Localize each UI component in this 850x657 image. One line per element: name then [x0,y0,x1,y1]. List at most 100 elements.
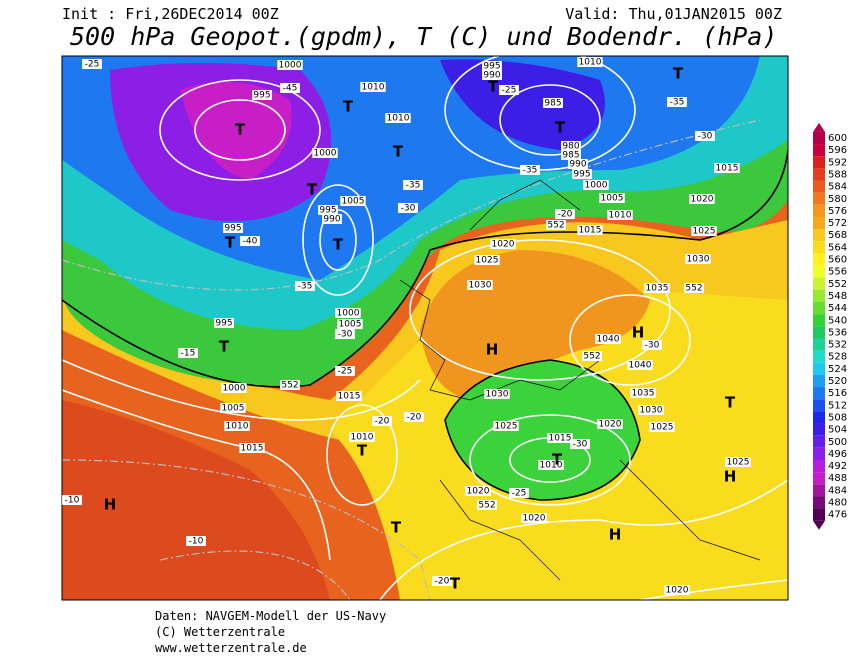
label-box [252,90,272,100]
colorbar-swatch [813,277,825,290]
isobar [499,84,601,156]
colorbar-swatch [813,374,825,388]
isoline-label: 1025 [651,423,674,433]
colorbar-label: 508 [828,412,847,423]
label-box [543,98,563,108]
colorbar-arrow-top [813,122,825,132]
isobar [639,579,788,600]
isoline-label: 985 [562,151,579,161]
isoline-label: 1010 [351,433,374,443]
isoline-label: -40 [243,237,258,247]
colorbar-label: 556 [828,267,847,278]
colorbar-swatch [813,131,825,145]
label-box [570,439,590,449]
colorbar-label: 476 [828,510,847,521]
label-box [627,360,653,370]
isoline-label: -45 [283,84,298,94]
isobar [409,239,671,381]
isoline-label: -30 [698,132,713,142]
isoline-label: 1005 [339,320,362,330]
colorbar-swatch [813,302,825,315]
isotherm [62,119,761,291]
field-violet [440,59,605,150]
label-box [224,421,250,431]
colorbar-label: 488 [828,473,847,484]
colorbar-label: 480 [828,498,847,509]
label-box [484,389,510,399]
label-box [335,329,355,339]
colorbar-label: 568 [828,230,847,241]
label-box [667,97,687,107]
label-box [493,421,519,431]
label-box [335,366,355,376]
label-box [280,380,300,390]
isobar [469,414,631,506]
colorbar-swatch [813,350,825,363]
label-box [349,432,375,442]
isoline-label: 990 [569,160,586,170]
pressure-center: T [555,119,566,137]
colorbar: 6005965925885845805765725685645605565525… [813,122,847,530]
label-box [335,308,361,318]
isoline-label: 1015 [716,164,739,174]
colorbar-swatch [813,411,825,424]
isoline-label: 1040 [629,361,652,371]
label-box [725,457,751,467]
label-box [312,148,338,158]
isoline-label: 1020 [523,514,546,524]
label-box [595,334,621,344]
label-box [642,340,662,350]
isoline-label: 980 [562,142,579,152]
colorbar-swatch [813,216,825,230]
label-box [638,405,664,415]
isoline-label: -30 [573,440,588,450]
label-box [561,141,581,151]
label-box [465,486,491,496]
coastline [399,179,761,581]
isoline-label: 1010 [226,422,249,432]
isoline-label: 1005 [342,197,365,207]
colorbar-swatch [813,484,825,497]
label-box [482,70,502,80]
pressure-center: T [488,78,499,96]
label-box [597,419,623,429]
label-box [630,388,656,398]
isoline-label: 1020 [599,420,622,430]
pressure-center: H [724,468,737,486]
map-title: 500 hPa Geopot.(gpdm), T (C) und Bodendr… [70,22,777,51]
pressure-center: T [450,575,461,593]
label-box [644,283,670,293]
isoline-label: 995 [215,319,232,329]
colorbar-swatch [813,229,825,242]
isoline-label: 1000 [279,61,302,71]
isoline-label: -15 [181,349,196,359]
colorbar-label: 572 [828,218,847,229]
label-box [82,59,102,69]
label-box [689,194,715,204]
colorbar-label: 512 [828,400,847,411]
colorbar-label: 504 [828,425,847,436]
colorbar-label: 584 [828,182,847,193]
isoline-label: 552 [547,221,564,231]
isoline-label: -25 [512,489,527,499]
isoline-label: 1010 [609,211,632,221]
colorbar-label: 492 [828,461,847,472]
colorbar-swatch [813,496,825,509]
colorbar-swatch [813,192,825,205]
footer-line: www.wetterzentrale.de [155,641,307,655]
isoline-label: 995 [224,224,241,234]
label-box [547,433,573,443]
label-box [322,214,342,224]
label-box [336,391,362,401]
map-labels: 1000995-45TT10101010T1000T1005995990T995… [62,57,751,596]
pressure-center: T [391,519,402,537]
isoline-label: 995 [253,91,270,101]
isoline-label: 1010 [579,58,602,68]
isoline-label: 1015 [579,226,602,236]
label-box [509,488,529,498]
colorbar-label: 524 [828,364,847,375]
pressure-center: T [333,236,344,254]
label-box [599,193,625,203]
isoline-label: -20 [435,577,450,587]
